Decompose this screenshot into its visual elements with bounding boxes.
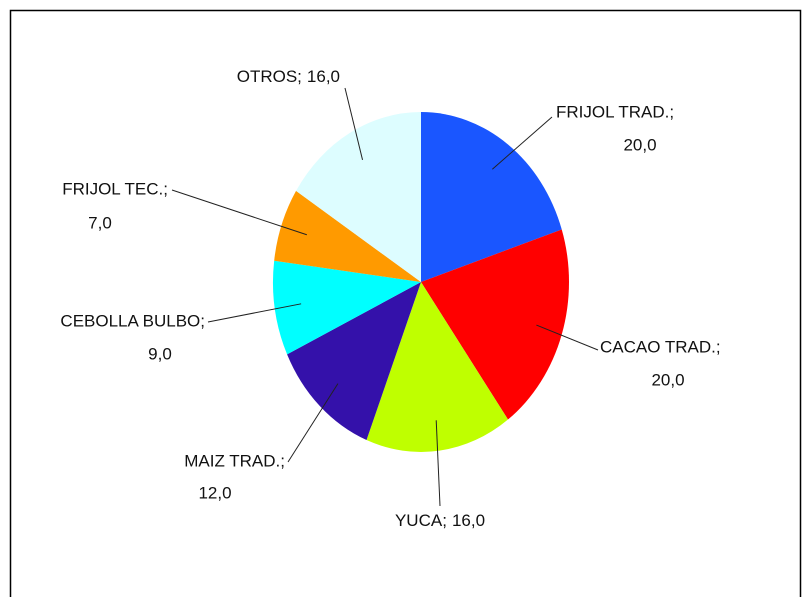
- data-label-category: FRIJOL TRAD.;: [556, 102, 674, 121]
- pie-slice: [421, 229, 569, 420]
- leader-line: [536, 324, 599, 351]
- leader-line: [287, 383, 339, 463]
- data-label-category: OTROS;: [237, 67, 302, 86]
- leader-line: [492, 116, 553, 170]
- data-label-value: 20,0: [651, 370, 684, 389]
- data-label-category: FRIJOL TEC.;: [62, 179, 168, 198]
- data-label-value: 7,0: [88, 213, 112, 232]
- pie-slice: [274, 190, 421, 282]
- pie-slice: [421, 112, 562, 282]
- data-label-category: YUCA;: [395, 511, 447, 530]
- pie-slice: [273, 260, 421, 355]
- data-label-value: 16,0: [307, 67, 340, 86]
- leader-line: [344, 87, 364, 160]
- pie-slice: [366, 282, 508, 452]
- data-label-value: 20,0: [623, 135, 656, 154]
- leader-line: [435, 420, 441, 507]
- leader-line: [171, 189, 307, 236]
- data-label: YUCA; 16,0: [395, 511, 485, 530]
- data-label-value: 16,0: [452, 511, 485, 530]
- data-label-category: MAIZ TRAD.;: [184, 451, 285, 470]
- pie-slice: [287, 282, 421, 441]
- data-label-value: 12,0: [198, 483, 231, 502]
- data-label-value: 9,0: [148, 344, 172, 363]
- data-label-category: CACAO TRAD.;: [600, 337, 721, 356]
- data-label-category: CEBOLLA BULBO;: [60, 311, 205, 330]
- data-label: OTROS; 16,0: [237, 67, 340, 86]
- leader-line: [207, 303, 302, 323]
- pie-slice: [296, 112, 421, 282]
